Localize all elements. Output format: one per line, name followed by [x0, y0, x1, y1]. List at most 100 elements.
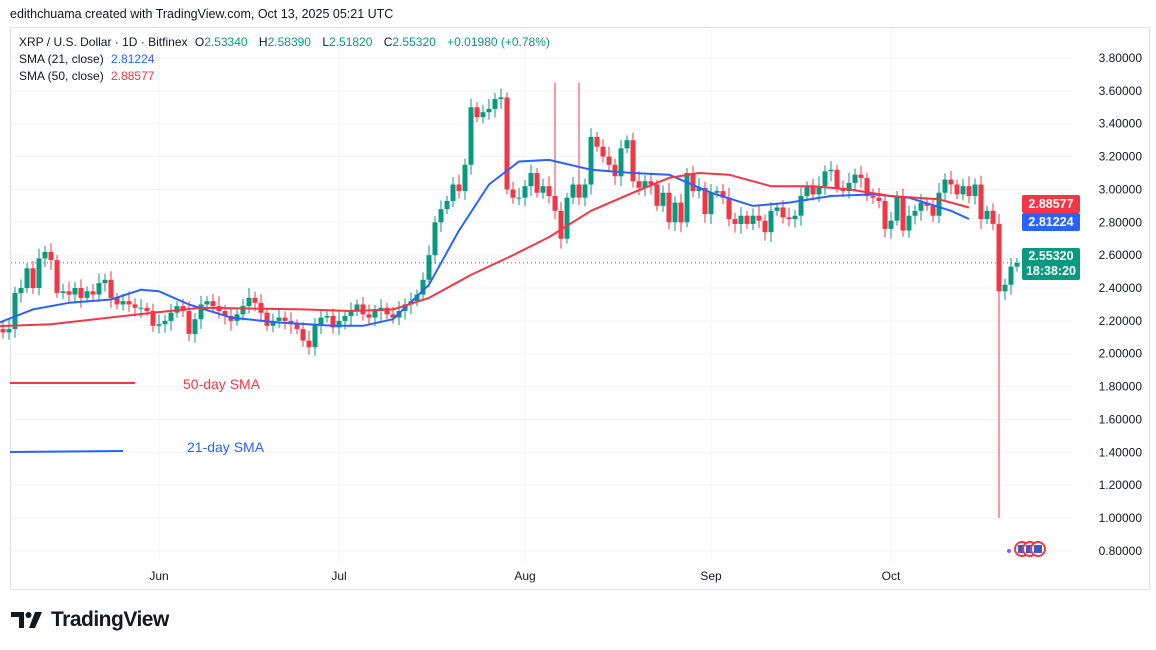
open-value: 2.53340: [204, 35, 248, 49]
candle: [756, 205, 762, 229]
candle-body: [654, 184, 660, 206]
candle: [198, 295, 204, 330]
candle-body: [492, 99, 498, 109]
candle: [18, 279, 24, 303]
candle-body: [342, 315, 348, 321]
candle: [48, 243, 54, 270]
sma50-label[interactable]: SMA (50, close): [19, 69, 104, 83]
candle: [132, 298, 138, 317]
candle-body: [198, 304, 204, 320]
candle-body: [270, 320, 276, 326]
candle: [960, 178, 966, 201]
candle-body: [768, 210, 774, 233]
candle: [486, 99, 492, 120]
low-label: L: [322, 35, 330, 49]
candle: [354, 299, 360, 316]
candle: [654, 179, 660, 211]
high-label: H: [258, 35, 268, 49]
candle-body: [348, 311, 354, 316]
candle-body: [552, 196, 558, 211]
candle: [156, 314, 162, 334]
candle: [426, 245, 432, 288]
candle-body: [432, 222, 438, 256]
chart-legend: XRP / U.S. Dollar · 1D · Bitfinex O2.533…: [19, 34, 554, 85]
candle-body: [300, 329, 306, 341]
chart-pane[interactable]: [10, 27, 1150, 590]
candle-body: [678, 202, 684, 223]
candle: [72, 281, 78, 304]
candle: [750, 208, 756, 231]
candle-body: [936, 192, 942, 216]
ohlc-low: L2.51820: [322, 35, 376, 49]
candle: [792, 209, 798, 228]
candle-body: [312, 324, 318, 348]
candle: [126, 291, 132, 312]
candle: [546, 176, 552, 204]
candle-body: [834, 169, 840, 188]
sma50-value: 2.88577: [111, 69, 155, 83]
candle-body: [276, 317, 282, 321]
candle-body: [516, 197, 522, 199]
close-label: C: [383, 35, 393, 49]
sma21-price-tag: 2.81224: [1022, 213, 1080, 231]
candle-body: [546, 186, 552, 197]
change-value: +0.01980 (+0.78%): [447, 35, 550, 49]
open-label: O: [194, 35, 205, 49]
symbol-title[interactable]: XRP / U.S. Dollar · 1D · Bitfinex: [19, 35, 188, 49]
candle: [972, 178, 978, 205]
candle: [948, 170, 954, 195]
candle: [306, 330, 312, 355]
candle-body: [444, 200, 450, 210]
candle-body: [498, 97, 504, 100]
candle: [966, 176, 972, 204]
candle-body: [786, 217, 792, 220]
candle-body: [882, 200, 888, 229]
candle-body: [66, 291, 72, 295]
candle: [912, 204, 918, 225]
candle: [384, 302, 390, 320]
candle-body: [90, 291, 96, 295]
candle-body: [438, 209, 444, 223]
candle: [582, 178, 588, 207]
candle-body: [246, 297, 252, 307]
sma50-legend-row[interactable]: SMA (50, close) 2.88577: [19, 68, 554, 85]
candle-body: [738, 215, 744, 224]
candle-body: [30, 268, 36, 289]
candle-body: [366, 314, 372, 318]
candle-body: [864, 177, 870, 197]
candle: [600, 139, 606, 163]
candle: [870, 188, 876, 204]
sma21-legend-row[interactable]: SMA (21, close) 2.81224: [19, 51, 554, 68]
candle: [318, 308, 324, 335]
candle-body: [60, 291, 66, 293]
candle: [540, 178, 546, 199]
candle-body: [534, 173, 540, 193]
candle-body: [726, 197, 732, 220]
tradingview-logo[interactable]: TradingView: [11, 608, 169, 632]
ohlc-open: O2.53340: [195, 35, 252, 49]
candle: [936, 182, 942, 224]
candle-body: [318, 317, 324, 325]
candle-body: [570, 184, 576, 198]
candle: [702, 181, 708, 223]
candle-body: [702, 187, 708, 215]
y-tick-label: 3.80000: [1099, 51, 1143, 65]
symbol-row[interactable]: XRP / U.S. Dollar · 1D · Bitfinex O2.533…: [19, 34, 554, 51]
candle-body: [672, 202, 678, 223]
candle: [0, 321, 6, 339]
candle: [744, 210, 750, 229]
candle: [210, 293, 216, 313]
sma21-label[interactable]: SMA (21, close): [19, 52, 104, 66]
last-price: 2.55320: [1028, 249, 1074, 263]
candle-body: [858, 174, 864, 178]
candle: [564, 192, 570, 244]
candle-body: [588, 136, 594, 185]
candle: [366, 304, 372, 325]
candle: [942, 173, 948, 202]
ohlc-high: H2.58390: [259, 35, 315, 49]
candle: [42, 245, 48, 268]
candle: [552, 82, 558, 220]
candle-body: [372, 311, 378, 318]
candle: [732, 212, 738, 233]
